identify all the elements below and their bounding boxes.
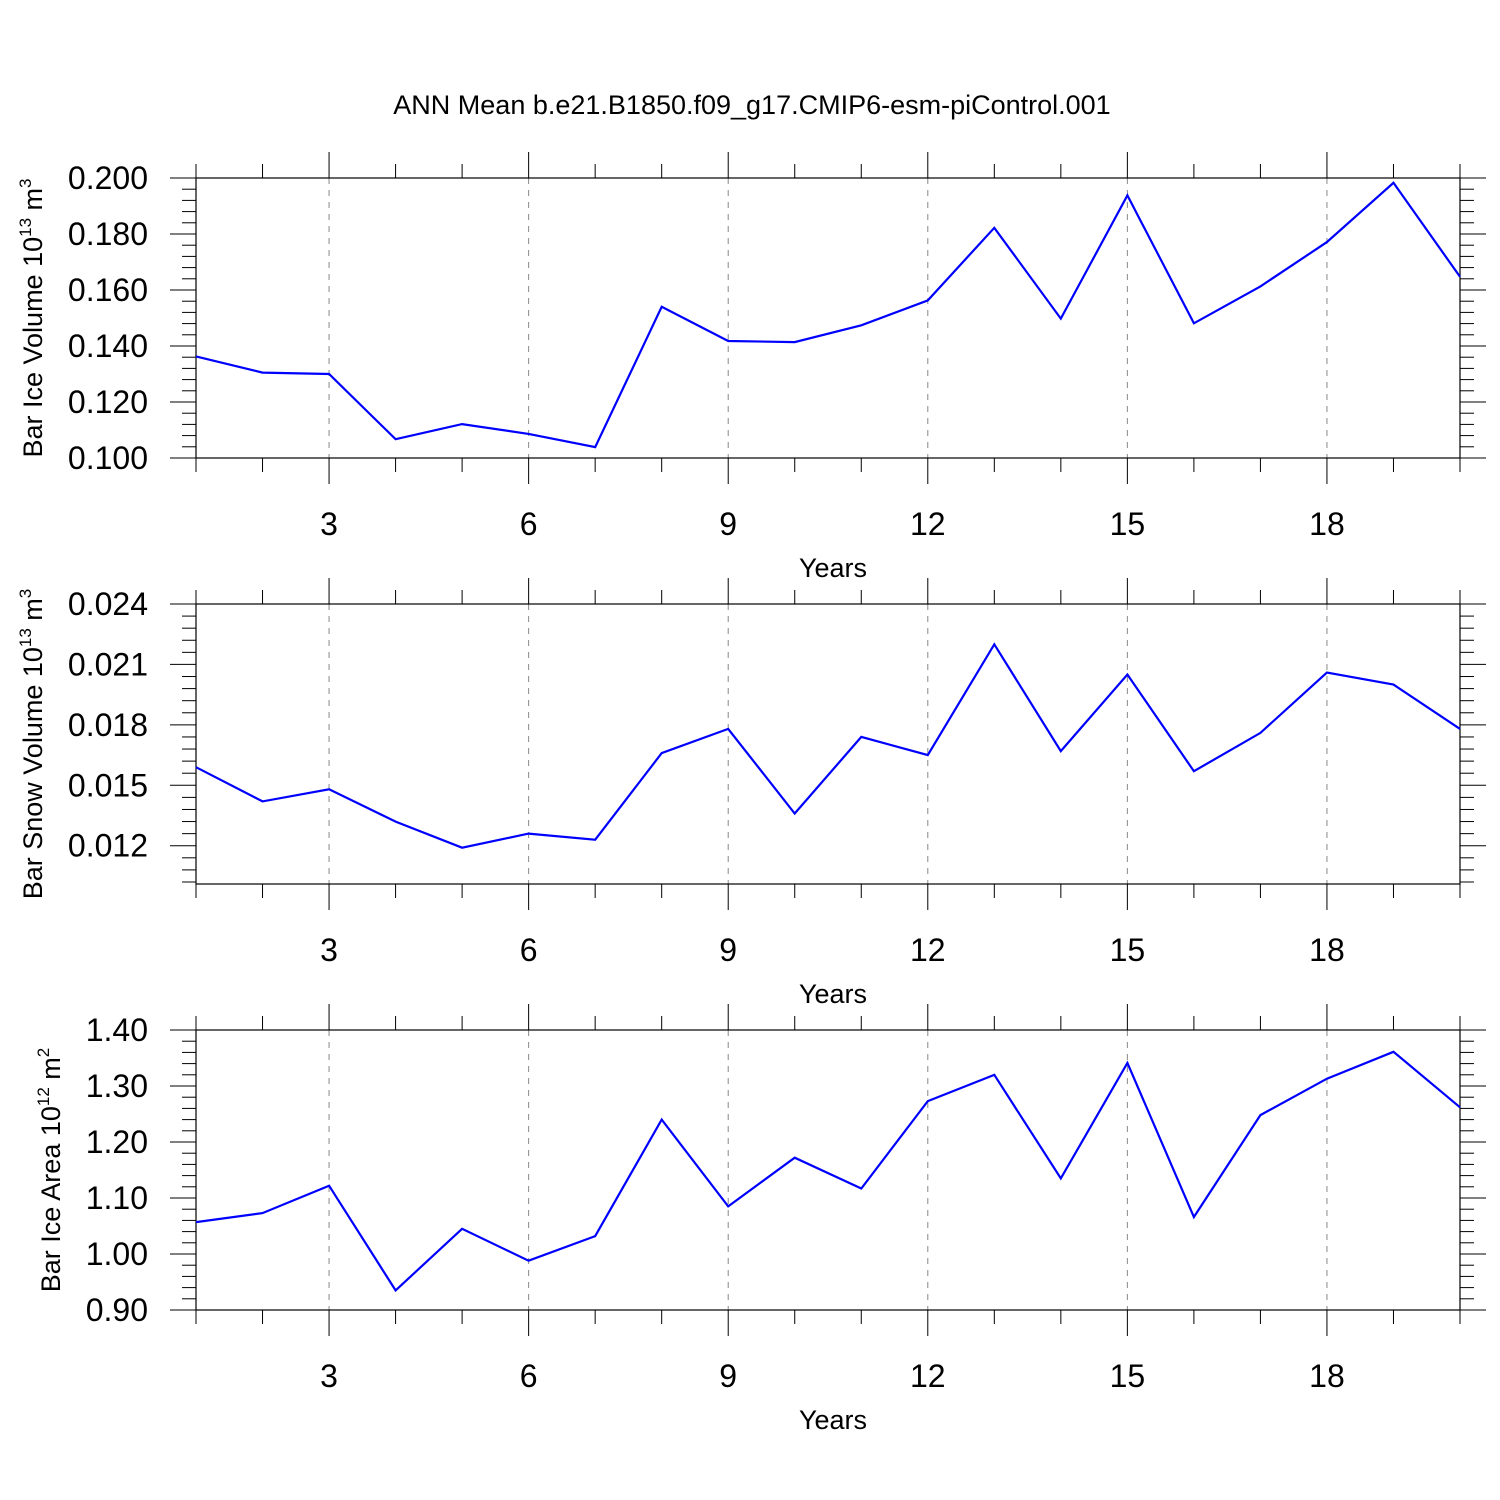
x-tick-label: 15 [1110, 1358, 1146, 1394]
y-tick-label: 1.30 [86, 1068, 148, 1104]
chart-panel-2: 0.012 0.015 0.018 0.021 0.024 3 6 9 12 15 18 Years B… [16, 578, 1486, 1009]
y-tick-label: 0.180 [68, 216, 148, 252]
chart-panel-1: 0.100 0.120 0.140 0.160 0.180 0.200 3 6 9 12 15 18 Y… [16, 152, 1486, 583]
x-tick-label: 12 [910, 1358, 946, 1394]
series-line [195, 1050, 1461, 1293]
y-tick-label: 0.012 [68, 828, 148, 864]
x-tick-label: 18 [1309, 1358, 1345, 1394]
panels: 0.100 0.120 0.140 0.160 0.180 0.200 3 6 9 12 15 18 Y… [16, 152, 1486, 1435]
y-axis-label: Bar Ice Area 1012 m2 [34, 1048, 66, 1293]
y-label-unit: m [18, 188, 48, 218]
x-tick-label: 9 [719, 506, 737, 542]
y-label-text: Bar Snow Volume 10 [18, 647, 48, 899]
y-tick-label: 0.140 [68, 328, 148, 364]
x-tick-label: 3 [320, 932, 338, 968]
y-tick-label: 0.100 [68, 440, 148, 476]
x-tick-label: 6 [520, 506, 538, 542]
y-label-unit: m [18, 598, 48, 628]
plot-frame [195, 1029, 1461, 1311]
y-tick-label: 1.20 [86, 1124, 148, 1160]
y-axis-label: Bar Ice Volume 1013 m3 [16, 178, 48, 457]
y-label-text: Bar Ice Volume 10 [18, 237, 48, 458]
x-tick-label: 15 [1110, 932, 1146, 968]
y-tick-label: 0.018 [68, 707, 148, 743]
series-line [195, 181, 1461, 449]
y-axis-label: Bar Snow Volume 1013 m3 [16, 589, 48, 900]
x-tick-label: 12 [910, 932, 946, 968]
y-tick-label: 0.160 [68, 272, 148, 308]
x-tick-label: 9 [719, 1358, 737, 1394]
y-label-exponent: 13 [16, 218, 35, 237]
x-tick-label: 15 [1110, 506, 1146, 542]
y-label-unit-exponent: 2 [34, 1048, 53, 1057]
plot-frame [195, 177, 1461, 459]
x-tick-label: 6 [520, 1358, 538, 1394]
y-tick-label: 1.10 [86, 1180, 148, 1216]
y-label-text: Bar Ice Area 10 [36, 1106, 66, 1292]
x-tick-label: 6 [520, 932, 538, 968]
y-label-unit: m [36, 1057, 66, 1087]
x-tick-label: 9 [719, 932, 737, 968]
x-axis-label: Years [799, 979, 867, 1009]
series-line [195, 642, 1461, 849]
y-tick-label: 0.024 [68, 586, 148, 622]
x-axis-label: Years [799, 1405, 867, 1435]
y-tick-label: 0.90 [86, 1292, 148, 1328]
x-axis-label: Years [799, 553, 867, 583]
x-tick-label: 18 [1309, 506, 1345, 542]
chart-panel-3: 0.90 1.00 1.10 1.20 1.30 1.40 3 6 9 12 15 18 Years Ba… [34, 1004, 1486, 1435]
y-tick-label: 1.40 [86, 1012, 148, 1048]
plot-frame [195, 603, 1461, 885]
y-tick-label: 0.015 [68, 767, 148, 803]
y-label-unit-exponent: 3 [16, 178, 35, 187]
figure-title: ANN Mean b.e21.B1850.f09_g17.CMIP6-esm-p… [393, 90, 1110, 120]
x-tick-label: 3 [320, 506, 338, 542]
y-label-exponent: 13 [16, 628, 35, 647]
y-tick-label: 1.00 [86, 1236, 148, 1272]
x-tick-label: 12 [910, 506, 946, 542]
y-tick-label: 0.120 [68, 384, 148, 420]
y-label-exponent: 12 [34, 1087, 53, 1106]
x-tick-label: 18 [1309, 932, 1345, 968]
y-tick-label: 0.021 [68, 646, 148, 682]
y-tick-label: 0.200 [68, 160, 148, 196]
x-tick-label: 3 [320, 1358, 338, 1394]
y-label-unit-exponent: 3 [16, 589, 35, 598]
